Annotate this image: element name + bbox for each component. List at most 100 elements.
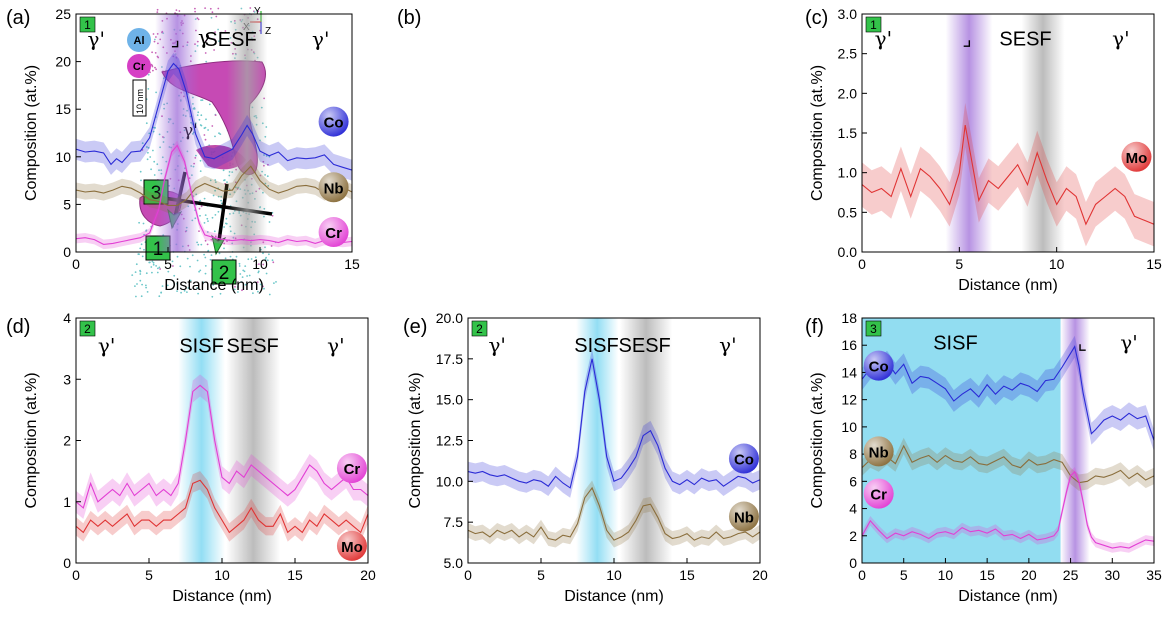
- x-tick-label: 15: [287, 567, 303, 583]
- atom-point: [206, 217, 209, 220]
- series-cr-line: [862, 470, 1154, 549]
- atom-point: [196, 259, 199, 262]
- atom-point: [173, 274, 176, 277]
- series-mo-error-band: [862, 102, 1154, 247]
- atom-point: [211, 295, 214, 298]
- atom-point: [244, 283, 247, 286]
- profile-marker-box: 2: [471, 320, 488, 337]
- y-tick-label: 15.0: [436, 392, 463, 408]
- series-nb-line: [862, 444, 1154, 484]
- panel-f: (f) 0 5 10 15 20 25 30 35 0 2 4 6 8 10 12 14 16 18 Distance…: [805, 310, 1162, 605]
- cr-legend-ball-icon: [127, 54, 151, 78]
- atom-point: [262, 252, 264, 255]
- y-tick-label: 0.0: [838, 244, 858, 260]
- series-co-line: [862, 345, 1154, 441]
- atom-point: [156, 11, 159, 14]
- y-tick-label: 16: [841, 337, 857, 353]
- series-cr-line: [76, 384, 368, 509]
- x-tick-label: 15: [1146, 256, 1162, 272]
- atom-point: [204, 239, 207, 242]
- panel-d: (d) 0 5 10 15 20 0 1 2 3 4 Distance (nm) Composition…: [6, 310, 376, 605]
- atom-point: [252, 292, 254, 295]
- phase-annotation: γ': [1120, 331, 1137, 355]
- plot-frame: [861, 317, 1155, 564]
- axis-y-letter: Y: [254, 6, 261, 17]
- y-tick-label: 5: [63, 196, 71, 212]
- atom-point: [218, 40, 220, 43]
- atom-point: [254, 256, 257, 259]
- atom-point: [159, 268, 162, 270]
- atom-point: [213, 38, 216, 41]
- atom-point: [246, 275, 249, 277]
- atom-point: [225, 217, 228, 220]
- atom-point: [259, 283, 262, 286]
- y-tick-label: 0: [849, 555, 857, 571]
- atom-point: [157, 267, 159, 270]
- al-legend-label: Al: [134, 35, 145, 47]
- x-tick-label: 0: [464, 567, 472, 583]
- profile-marker-box: 1: [79, 16, 96, 33]
- atom-point: [166, 284, 169, 287]
- x-tick-label: 25: [1063, 567, 1079, 583]
- element-ball-icon: [336, 453, 367, 484]
- x-axis-label: Distance (nm): [164, 277, 264, 294]
- atom-point: [209, 258, 212, 261]
- x-tick-label: 20: [360, 567, 376, 583]
- atom-point: [236, 286, 239, 288]
- y-tick-label: 3: [63, 371, 71, 387]
- atom-point: [194, 10, 197, 13]
- atom-point: [135, 295, 137, 298]
- atom-point: [175, 9, 178, 12]
- atom-point: [220, 202, 223, 205]
- phase-annotation: γ': [719, 333, 736, 357]
- atom-point: [211, 11, 214, 14]
- x-tick-label: 10: [252, 256, 268, 272]
- y-tick-label: 2: [63, 433, 71, 449]
- atom-point: [152, 69, 154, 72]
- atom-point: [229, 255, 232, 258]
- panel-e: (e) 0 5 10 15 20 5.0 7.5 10.0 12.5 15.0 17.5 20.0 Dis…: [403, 310, 768, 605]
- plot-area: [76, 318, 368, 563]
- atom-point: [270, 245, 273, 247]
- atom-point: [137, 253, 140, 256]
- atom-point: [138, 221, 141, 224]
- atom-point: [204, 7, 207, 9]
- atom-point: [145, 229, 148, 232]
- element-badge-nb: Nb: [863, 436, 894, 467]
- series-co-error-band: [862, 335, 1154, 452]
- atom-point: [147, 88, 150, 90]
- atom-point: [204, 214, 207, 217]
- element-badge-co: Co: [318, 106, 349, 137]
- phase-annotation: ⌟: [962, 29, 971, 51]
- atom-point: [203, 127, 206, 130]
- atom-point: [209, 7, 212, 10]
- atom-point: [145, 122, 148, 125]
- y-tick-label: 10: [841, 419, 857, 435]
- atom-point: [241, 289, 243, 292]
- atom-point: [145, 284, 147, 287]
- atom-point: [205, 39, 208, 42]
- atom-point: [247, 258, 250, 261]
- region-band: [155, 14, 200, 252]
- atom-point: [238, 265, 241, 267]
- x-axis-label: Distance (nm): [958, 277, 1058, 294]
- atom-point: [257, 271, 260, 274]
- atom-point: [158, 295, 161, 298]
- atom-point: [268, 253, 270, 256]
- atom-point: [140, 295, 143, 298]
- element-badge-mo: Mo: [1121, 141, 1152, 172]
- x-tick-label: 10: [606, 567, 622, 583]
- element-legend: Al Cr: [127, 28, 151, 78]
- atom-point: [209, 179, 212, 182]
- atom-point: [207, 129, 210, 131]
- profile-marker-box: 3: [865, 320, 882, 337]
- y-tick-label: 4: [849, 501, 857, 517]
- atom-point: [223, 242, 226, 245]
- atom-point: [235, 255, 238, 258]
- element-badge-cr: Cr: [318, 217, 349, 248]
- atom-point: [139, 279, 142, 282]
- atom-point: [239, 273, 242, 275]
- series-co-error-band: [468, 349, 760, 498]
- profile-marker-number: 1: [870, 18, 877, 32]
- element-badge-co: Co: [863, 350, 894, 381]
